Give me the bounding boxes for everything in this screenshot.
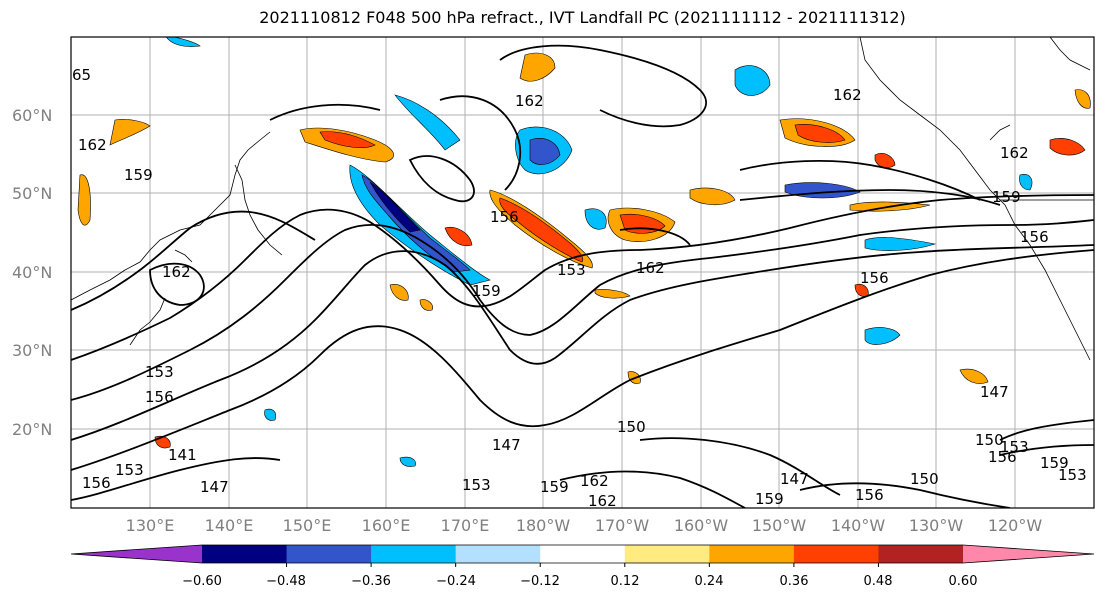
colorbar-tick-labels: −0.60 −0.48 −0.36 −0.24 −0.12 0.12 0.24 … <box>182 574 977 589</box>
contour-label: 153 <box>145 363 174 381</box>
contour-label: 156 <box>988 448 1017 466</box>
lon-label: 130°W <box>909 516 964 535</box>
contour-label: 159 <box>755 490 784 508</box>
colorbar-segment <box>455 545 541 563</box>
contour-label: 162 <box>636 259 665 277</box>
lon-label: 140°E <box>205 516 254 535</box>
colorbar-extend-high <box>963 545 1094 563</box>
contour-label: 156 <box>860 269 889 287</box>
colorbar-tick-label: −0.12 <box>520 574 560 589</box>
colorbar-segment <box>709 545 795 563</box>
contour-label: 159 <box>540 478 569 496</box>
colorbar-tick-label: −0.24 <box>436 574 476 589</box>
contour-label: 156 <box>145 388 174 406</box>
contour-label: 162 <box>588 492 617 510</box>
lat-label: 60°N <box>12 106 52 125</box>
contour-label: 141 <box>168 446 197 464</box>
colorbar-segment <box>878 545 964 563</box>
latitude-labels: 60°N 50°N 40°N 30°N 20°N <box>12 106 52 439</box>
height-contours <box>71 44 1094 508</box>
contour-label: 159 <box>124 166 153 184</box>
contour-label: 150 <box>910 470 939 488</box>
colorbar-tick-label: −0.36 <box>351 574 391 589</box>
lat-label: 30°N <box>12 341 52 360</box>
colorbar-tick-label: −0.60 <box>182 574 222 589</box>
colorbar-extend-low <box>71 545 202 563</box>
contour-label: 159 <box>1040 454 1069 472</box>
contour-label: 153 <box>462 476 491 494</box>
colorbar-tick-label: 0.60 <box>949 574 978 589</box>
lon-label: 130°E <box>126 516 175 535</box>
contour-label: 147 <box>200 478 229 496</box>
contour-label: 147 <box>780 470 809 488</box>
colorbar-tick-label: 0.36 <box>780 574 809 589</box>
lon-label: 170°E <box>441 516 490 535</box>
lat-label: 50°N <box>12 184 52 203</box>
contour-label: 65 <box>72 66 91 84</box>
longitude-labels: 130°E 140°E 150°E 160°E 170°E 180°W 170°… <box>126 516 1043 535</box>
contour-labels: 65 162 159 162 162 156 153 162 159 162 1… <box>72 66 1087 510</box>
lon-label: 170°W <box>595 516 650 535</box>
contour-label: 162 <box>515 92 544 110</box>
lon-label: 180°W <box>516 516 571 535</box>
colorbar-tick-label: −0.48 <box>266 574 306 589</box>
colorbar <box>70 544 1095 567</box>
lon-label: 140°W <box>831 516 886 535</box>
colorbar-outline <box>70 544 1095 564</box>
lon-label: 160°W <box>674 516 729 535</box>
lat-label: 20°N <box>12 420 52 439</box>
colorbar-tick-label: 0.12 <box>611 574 640 589</box>
contour-label: 150 <box>617 418 646 436</box>
contour-label: 153 <box>115 461 144 479</box>
contour-label: 153 <box>557 261 586 279</box>
colorbar-segment <box>286 545 372 563</box>
contour-label: 150 <box>975 431 1004 449</box>
contour-label: 162 <box>1000 144 1029 162</box>
contour-label: 147 <box>980 383 1009 401</box>
contour-label: 156 <box>1020 228 1049 246</box>
colorbar-segment <box>793 545 879 563</box>
lat-label: 40°N <box>12 263 52 282</box>
contour-label: 162 <box>162 263 191 281</box>
contour-label: 162 <box>78 136 107 154</box>
colorbar-tick-label: 0.48 <box>864 574 893 589</box>
shaded-anomaly-field <box>77 37 1091 467</box>
lon-label: 150°E <box>283 516 332 535</box>
colorbar-segment <box>371 545 457 563</box>
lon-label: 160°E <box>362 516 411 535</box>
colorbar-segment <box>202 545 288 563</box>
contour-label: 156 <box>82 474 111 492</box>
map-border <box>70 36 1095 509</box>
contour-label: 153 <box>1058 466 1087 484</box>
contour-label: 159 <box>472 282 501 300</box>
contour-label: 153 <box>1000 438 1029 456</box>
colorbar-tick-label: 0.24 <box>695 574 724 589</box>
contour-label: 159 <box>992 188 1021 206</box>
map-title: 2021110812 F048 500 hPa refract., IVT La… <box>259 8 906 27</box>
colorbar-segment <box>624 545 710 563</box>
lon-label: 120°W <box>988 516 1043 535</box>
colorbar-segment <box>540 545 626 563</box>
contour-label: 156 <box>855 486 884 504</box>
contour-label: 162 <box>833 86 862 104</box>
contour-label: 147 <box>492 436 521 454</box>
lon-label: 150°W <box>752 516 807 535</box>
contour-label: 156 <box>490 208 519 226</box>
contour-label: 162 <box>580 472 609 490</box>
